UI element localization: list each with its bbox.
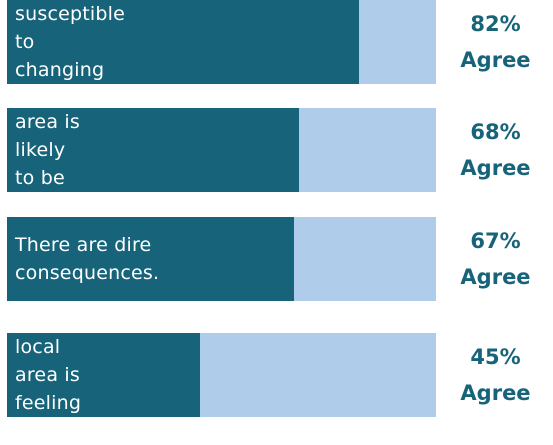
category-label: My local area is feeling effects.	[15, 308, 88, 442]
value-label: 68% Agree	[460, 120, 531, 180]
category-label: There are dire consequences.	[15, 234, 160, 284]
bar	[7, 0, 359, 84]
bar	[7, 217, 295, 301]
page: Wyoming is susceptible to changing water…	[7, 0, 531, 442]
value-label: 45% Agree	[460, 345, 531, 405]
category-label: My local area is likely to be affected.	[15, 83, 102, 217]
value-label: 82% Agree	[460, 12, 531, 72]
category-label: Wyoming is susceptible to changing water…	[15, 3, 125, 137]
bar	[7, 333, 201, 417]
bar	[7, 108, 299, 192]
value-label: 67% Agree	[460, 229, 531, 289]
